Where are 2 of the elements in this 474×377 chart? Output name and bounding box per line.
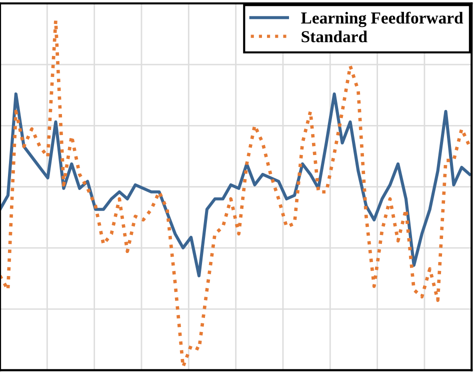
legend-label: Standard: [302, 30, 368, 42]
legend-label: Learning Feedforward: [301, 12, 464, 28]
